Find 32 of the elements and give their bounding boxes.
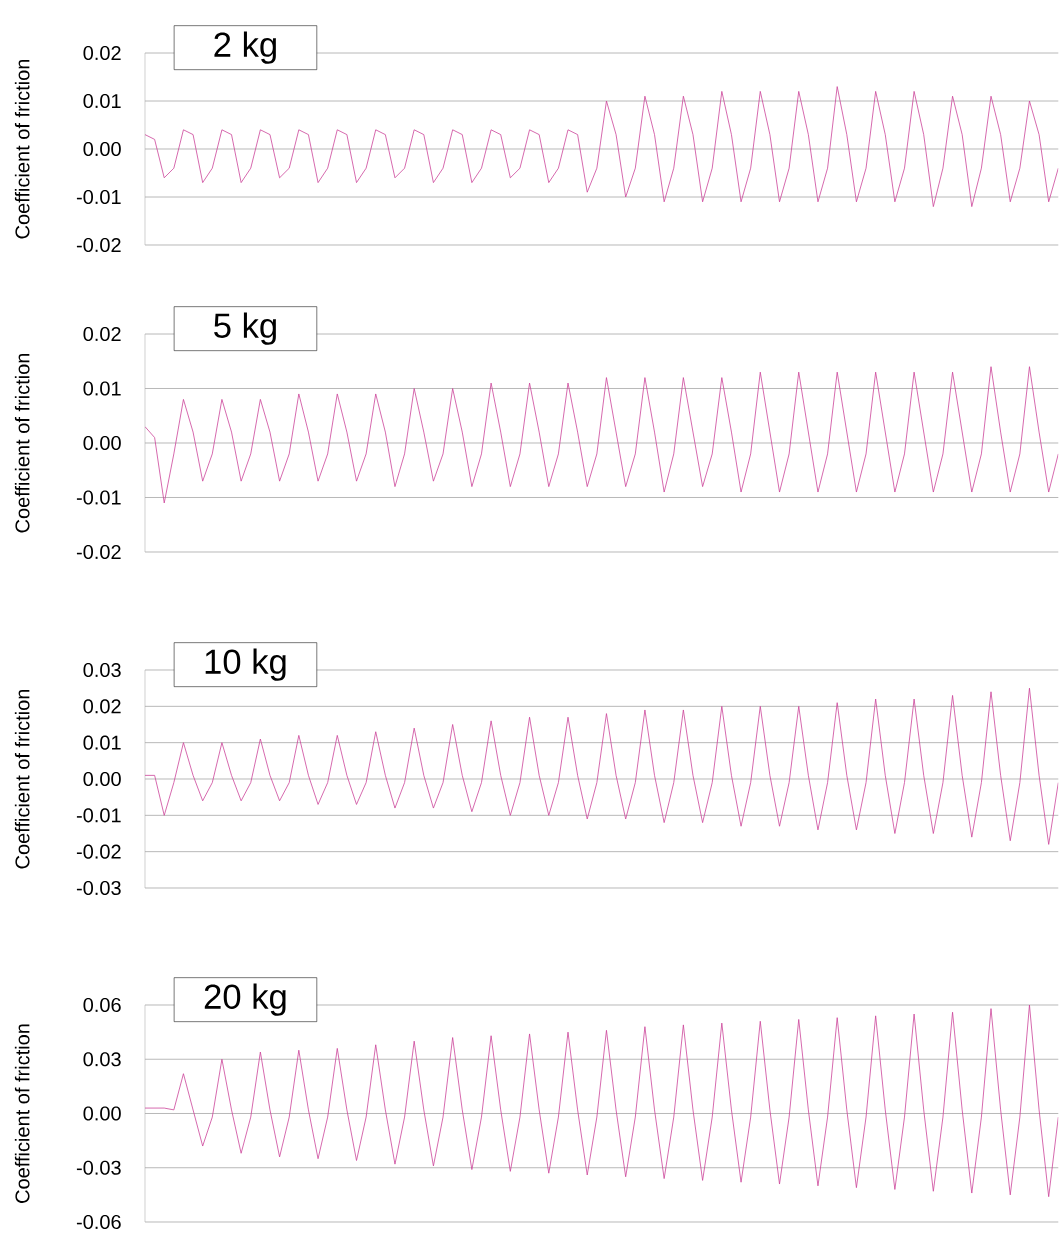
y-tick-label: -0.06 [76, 1214, 121, 1230]
y-tick-label: -0.01 [76, 808, 121, 823]
y-tick-label: 0.02 [83, 45, 121, 61]
y-tick-label: -0.02 [76, 237, 121, 253]
y-tick-label: 0.00 [83, 141, 121, 157]
y-tick-label: 0.01 [83, 735, 121, 750]
y-tick-label: -0.01 [76, 189, 121, 205]
y-tick-label: -0.01 [76, 490, 121, 505]
chart-title: 10 kg [205, 648, 286, 681]
y-tick-label: 0.01 [83, 381, 121, 396]
chart-title: 5 kg [214, 312, 276, 345]
y-tick-label: 0.03 [83, 1052, 121, 1067]
y-tick-label: 0.02 [83, 699, 121, 714]
chart-title: 2 kg [214, 31, 276, 64]
y-tick-label: 0.00 [83, 771, 121, 787]
line-series [145, 687, 1059, 845]
chart-title: 20 kg [204, 983, 286, 1016]
y-axis-title: Coefficient of friction [14, 59, 30, 239]
y-tick-label: 0.06 [83, 997, 121, 1013]
y-tick-label: 0.00 [83, 435, 121, 451]
y-tick-label: -0.02 [76, 544, 121, 560]
y-tick-label: 0.03 [83, 662, 121, 678]
y-tick-label: 0.02 [83, 326, 121, 342]
y-axis-title: Coefficient of friction [14, 353, 30, 533]
y-tick-label: 0.00 [83, 1106, 121, 1121]
y-tick-label: -0.02 [76, 844, 121, 859]
y-tick-label: -0.03 [76, 880, 121, 896]
y-tick-label: 0.01 [83, 93, 121, 109]
y-axis-title: Coefficient of friction [14, 1024, 30, 1203]
y-axis-title: Coefficient of friction [14, 689, 30, 869]
line-series [145, 86, 1059, 207]
y-tick-label: -0.03 [76, 1160, 121, 1175]
